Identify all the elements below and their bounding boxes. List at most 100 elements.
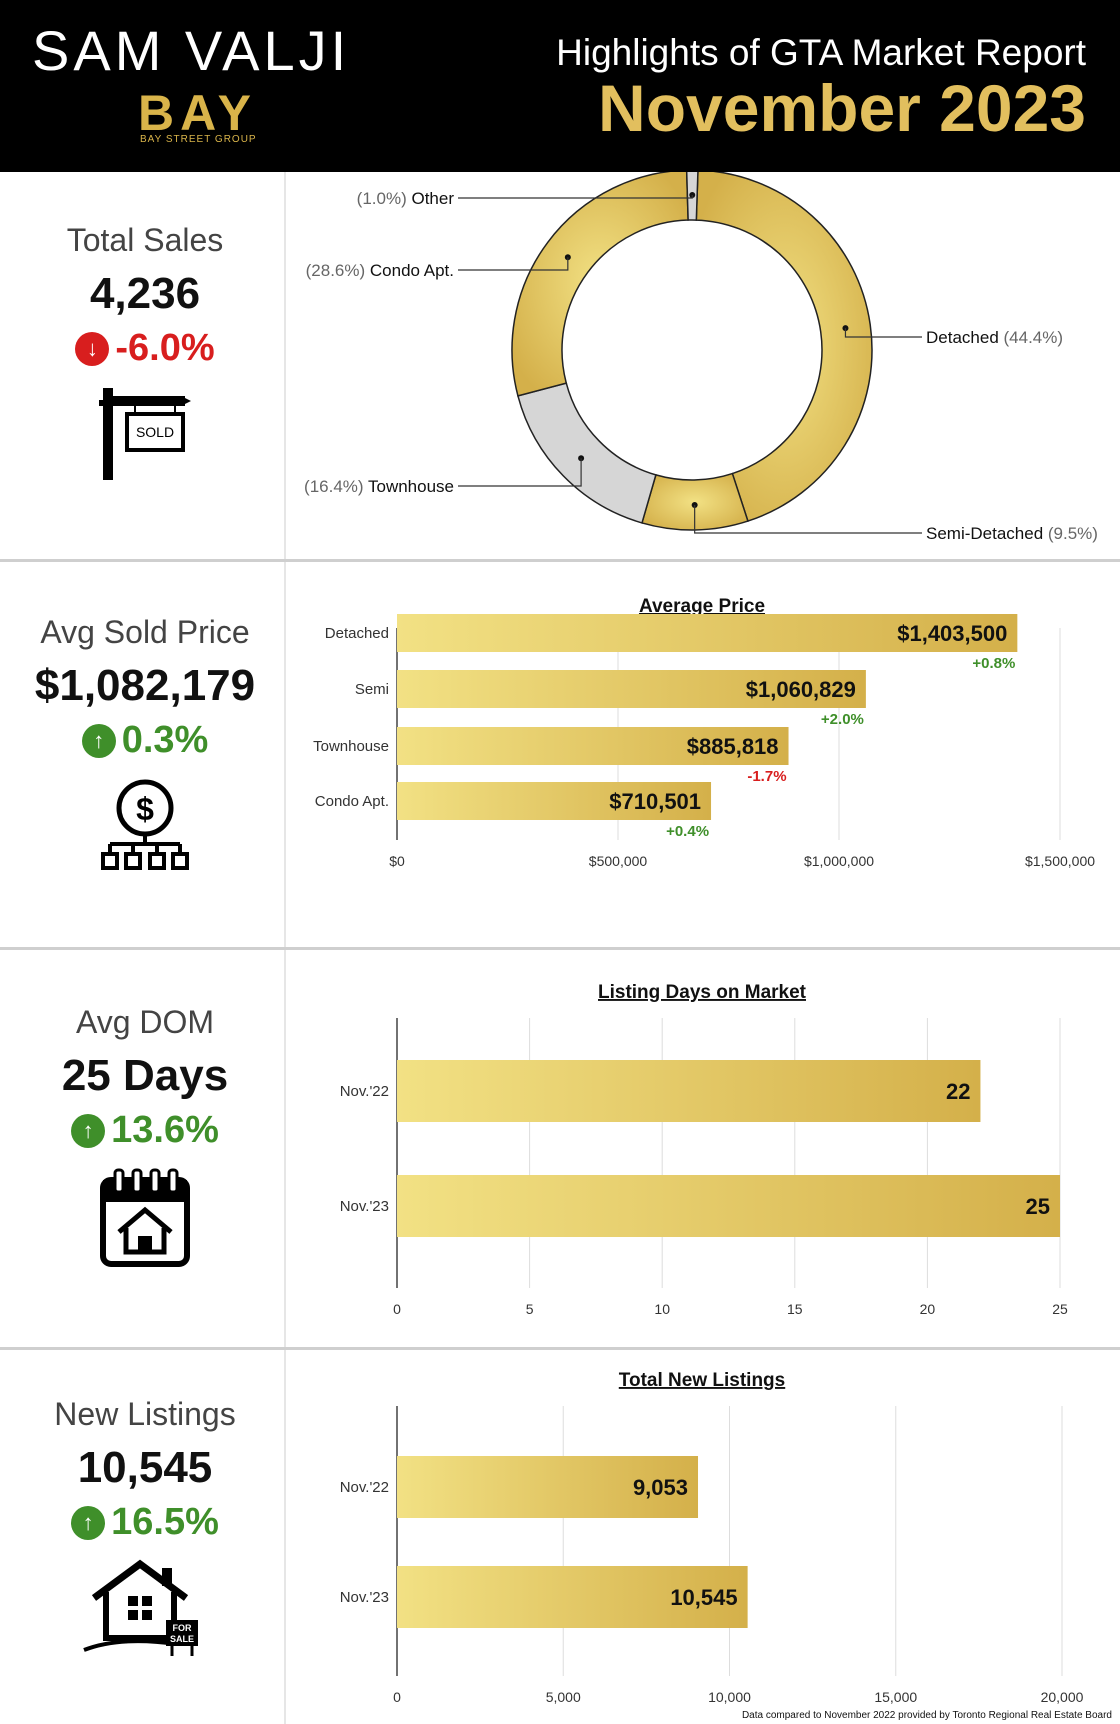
stat-change: ↑ 16.5% — [0, 1501, 290, 1544]
sold-sign-text: SOLD — [136, 424, 174, 440]
arrow-up-icon: ↑ — [81, 723, 116, 758]
bar-change-label: +0.4% — [666, 823, 709, 840]
property-type-donut-chart: Detached (44.4%) Semi-Detached (9.5%) (16.… — [304, 172, 1098, 543]
y-category-label: Nov.'22 — [340, 1479, 389, 1496]
y-category-label: Condo Apt. — [315, 793, 389, 810]
slice-label: Semi-Detached (9.5%) — [926, 524, 1098, 543]
sold-sign-icon: SOLD — [99, 388, 191, 480]
stat-value: $1,082,179 — [34, 661, 256, 710]
stat-value: 25 Days — [61, 1051, 229, 1100]
stat-change-value: 16.5% — [111, 1501, 219, 1543]
x-tick-label: 0 — [393, 1689, 401, 1705]
stat-label: Avg Sold Price — [40, 614, 250, 650]
average-price-bar-chart: Average Price $0 $500,000 $1,000,000 $1,500,… — [313, 596, 1095, 869]
bar-value-label: 22 — [946, 1079, 970, 1104]
arrow-down-icon: ↓ — [75, 331, 110, 366]
brokerage-subtitle: BAY STREET GROUP — [140, 134, 257, 145]
calendar-house-icon — [100, 1168, 190, 1267]
x-tick-label: $500,000 — [589, 853, 648, 869]
bar — [397, 670, 866, 708]
house-for-sale-icon: FOR SALE — [83, 1559, 198, 1656]
report-month: November 2023 — [598, 71, 1086, 145]
stat-value: 10,545 — [77, 1443, 213, 1492]
slice-label: Detached (44.4%) — [926, 328, 1063, 347]
stat-change-value: -6.0% — [115, 327, 215, 369]
y-category-label: Nov.'22 — [340, 1083, 389, 1100]
slice-label: (28.6%) Condo Apt. — [306, 261, 454, 280]
x-tick-label: 15,000 — [874, 1689, 917, 1705]
for-sale-text: SALE — [170, 1634, 194, 1644]
y-category-label: Townhouse — [313, 738, 389, 755]
dollar-network-icon: $ — [101, 779, 189, 870]
x-tick-label: 5,000 — [546, 1689, 581, 1705]
avg-price-stat: Avg Sold Price $1,082,179 ↑ 0.3% $ — [0, 614, 290, 876]
section-divider — [0, 559, 1120, 562]
y-category-label: Detached — [325, 625, 389, 642]
stat-label: Avg DOM — [75, 1004, 215, 1040]
slice-leader-line — [458, 257, 569, 271]
arrow-up-icon: ↑ — [71, 1113, 106, 1148]
y-category-label: Semi — [355, 681, 389, 698]
bar — [397, 727, 789, 765]
slice-label: (1.0%) Other — [357, 189, 455, 208]
arrow-up-icon: ↑ — [71, 1505, 106, 1540]
bar-change-label: +2.0% — [821, 711, 864, 728]
bar — [397, 1060, 981, 1122]
days-on-market-bar-chart: Listing Days on Market 0 5 10 15 20 25 Nov.'22 2… — [340, 982, 1068, 1317]
x-tick-label: 10,000 — [708, 1689, 751, 1705]
x-tick-label: 25 — [1052, 1301, 1068, 1317]
section-divider-vertical — [284, 1350, 286, 1724]
report-header: SAM VALJI BAY BAY STREET GROUP Highlight… — [0, 0, 1120, 172]
x-tick-label: 20,000 — [1041, 1689, 1084, 1705]
x-tick-label: 5 — [526, 1301, 534, 1317]
bar-value-label: 10,545 — [670, 1585, 737, 1610]
stat-change: ↓ -6.0% — [0, 327, 290, 370]
section-divider — [0, 1347, 1120, 1350]
bar — [397, 1566, 748, 1628]
bar — [397, 1175, 1060, 1237]
stat-change-value: 0.3% — [121, 719, 209, 761]
x-tick-label: 20 — [920, 1301, 936, 1317]
stat-label: Total Sales — [66, 222, 224, 258]
stat-change: ↑ 13.6% — [0, 1109, 290, 1152]
x-tick-label: $1,000,000 — [804, 853, 874, 869]
slice-leader-line — [844, 328, 922, 338]
stat-change: ↑ 0.3% — [0, 719, 290, 762]
bar-value-label: $1,060,829 — [746, 677, 856, 702]
total-sales-stat: Total Sales 4,236 ↓ -6.0% SOLD — [0, 222, 290, 484]
stat-change-value: 13.6% — [111, 1109, 219, 1151]
stat-label: New Listings — [54, 1396, 236, 1432]
bar — [397, 782, 712, 820]
bar — [397, 1456, 699, 1518]
x-tick-label: 15 — [787, 1301, 803, 1317]
x-tick-label: 0 — [393, 1301, 401, 1317]
donut-slice-townhouse — [517, 382, 657, 524]
bar-value-label: $1,403,500 — [897, 621, 1007, 646]
for-sale-text: FOR — [173, 1623, 192, 1633]
slice-leader-line — [458, 195, 693, 199]
brokerage-logo: BAY — [138, 85, 257, 141]
bar-value-label: $885,818 — [687, 734, 779, 759]
bar-value-label: $710,501 — [609, 789, 701, 814]
section-divider-vertical — [284, 562, 286, 948]
bar — [397, 614, 1018, 652]
section-divider — [0, 947, 1120, 950]
agent-name: SAM VALJI — [32, 19, 351, 82]
report-title: Highlights of GTA Market Report — [556, 32, 1086, 73]
svg-text:$: $ — [136, 791, 154, 827]
slice-leader-line — [694, 504, 922, 534]
y-category-label: Nov.'23 — [340, 1589, 389, 1606]
bar-value-label: 9,053 — [633, 1475, 688, 1500]
new-listings-bar-chart: Total New Listings 0 5,000 10,000 15,000 20,0… — [340, 1370, 1084, 1705]
x-tick-label: $1,500,000 — [1025, 853, 1095, 869]
chart-title: Listing Days on Market — [598, 982, 807, 1003]
bar-change-label: +0.8% — [972, 655, 1015, 672]
y-category-label: Nov.'23 — [340, 1198, 389, 1215]
bar-value-label: 25 — [1026, 1194, 1050, 1219]
new-listings-stat: New Listings 10,545 ↑ 16.5% FOR SALE — [0, 1396, 290, 1658]
avg-dom-stat: Avg DOM 25 Days ↑ 13.6% — [0, 1004, 290, 1270]
donut-slice-condo-apt- — [511, 172, 689, 397]
donut-slice-detached — [695, 172, 873, 523]
stat-value: 4,236 — [89, 269, 201, 318]
slice-label: (16.4%) Townhouse — [304, 477, 454, 496]
